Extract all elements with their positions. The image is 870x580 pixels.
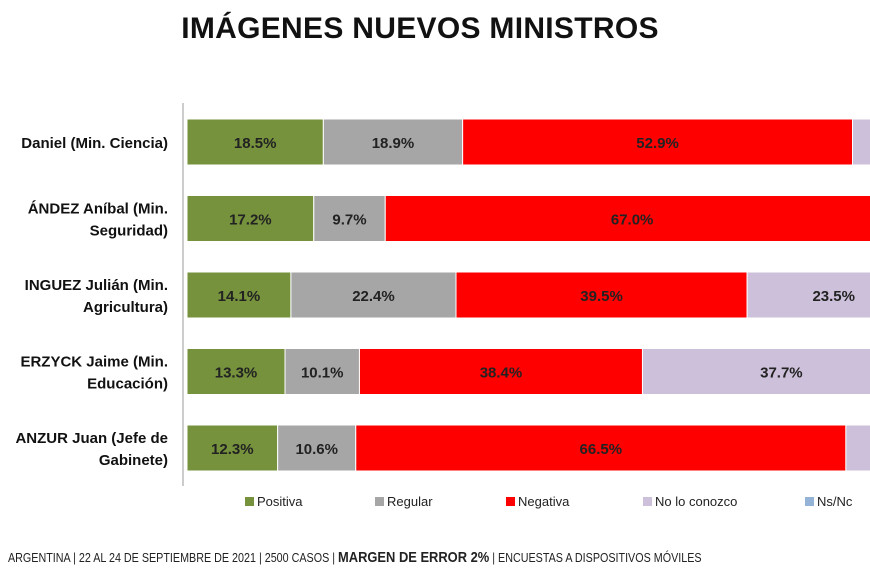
data-label: 67.0% bbox=[611, 212, 654, 229]
data-label: 18.9% bbox=[372, 135, 415, 152]
bar-segment-no-lo-conozco bbox=[746, 271, 870, 319]
legend-label: Regular bbox=[387, 494, 433, 509]
bar-segment-no-lo-conozco bbox=[852, 118, 870, 166]
bar-segment-regular bbox=[290, 271, 457, 319]
bar-segment-regular bbox=[322, 118, 464, 166]
category-label: Educación) bbox=[87, 376, 168, 393]
data-label: 37.7% bbox=[760, 365, 803, 382]
legend-label: Positiva bbox=[257, 494, 303, 509]
category-label: ANZUR Juan (Jefe de bbox=[15, 430, 168, 447]
data-label: 10.6% bbox=[295, 441, 338, 458]
category-label: INGUEZ Julián (Min. bbox=[25, 277, 168, 294]
data-label: 10.1% bbox=[301, 365, 344, 382]
bar-segment-negativa bbox=[462, 118, 854, 166]
bar-segment-regular bbox=[277, 424, 357, 472]
legend-swatch-ns-nc bbox=[805, 497, 814, 506]
data-label: 66.5% bbox=[580, 441, 623, 458]
bar-segment-negativa bbox=[455, 271, 748, 319]
legend-label: Ns/Nc bbox=[817, 494, 853, 509]
data-label: 14.1% bbox=[218, 288, 261, 305]
legend-swatch-negativa bbox=[506, 497, 515, 506]
data-label: 23.5% bbox=[812, 288, 855, 305]
data-label: 18.5% bbox=[234, 135, 277, 152]
footer-margin-of-error: MARGEN DE ERROR 2% bbox=[338, 549, 490, 566]
survey-footer: ARGENTINA | 22 AL 24 DE SEPTIEMBRE DE 20… bbox=[8, 549, 702, 566]
category-label: ÁNDEZ Aníbal (Min. bbox=[28, 201, 168, 218]
bar-segment-negativa bbox=[358, 348, 643, 395]
bar-segment-no-lo-conozco bbox=[845, 424, 870, 472]
data-label: 22.4% bbox=[352, 288, 395, 305]
legend-swatch-no-lo-conozco bbox=[643, 497, 652, 506]
data-label: 39.5% bbox=[580, 288, 623, 305]
bar-segment-negativa bbox=[384, 195, 870, 242]
data-label: 17.2% bbox=[229, 212, 272, 229]
bar-segment-regular bbox=[313, 195, 386, 242]
footer-method: | ENCUESTAS A DISPOSITIVOS MÓVILES bbox=[489, 551, 702, 565]
bar-segment-positiva bbox=[186, 118, 324, 166]
chart-title: IMÁGENES NUEVOS MINISTROS bbox=[181, 12, 659, 45]
bar-segment-positiva bbox=[186, 195, 315, 242]
footer-info: ARGENTINA | 22 AL 24 DE SEPTIEMBRE DE 20… bbox=[8, 551, 339, 565]
bar-segment-positiva bbox=[186, 348, 286, 395]
legend-swatch-positiva bbox=[245, 497, 254, 506]
bar-segment-regular bbox=[284, 348, 360, 395]
data-label: 9.7% bbox=[332, 212, 366, 229]
bar-segment-positiva bbox=[186, 424, 279, 472]
legend-label: Negativa bbox=[518, 494, 570, 509]
category-label: Seguridad) bbox=[90, 223, 168, 240]
data-label: 13.3% bbox=[215, 365, 258, 382]
bar-segment-no-lo-conozco bbox=[641, 348, 870, 395]
data-label: 52.9% bbox=[636, 135, 679, 152]
legend-swatch-regular bbox=[375, 497, 384, 506]
category-label: Daniel (Min. Ciencia) bbox=[21, 135, 168, 152]
category-label: Agricultura) bbox=[83, 299, 168, 316]
legend-label: No lo conozco bbox=[655, 494, 737, 509]
category-label: ERZYCK Jaime (Min. bbox=[20, 354, 168, 371]
bar-segment-negativa bbox=[355, 424, 847, 472]
stacked-bar-chart: Daniel (Min. Ciencia) 18.5% 18.9% 52.9% ÁNDE… bbox=[15, 103, 870, 509]
data-label: 38.4% bbox=[480, 365, 523, 382]
bar-segment-positiva bbox=[186, 271, 292, 319]
data-label: 12.3% bbox=[211, 441, 254, 458]
category-label: Gabinete) bbox=[99, 452, 168, 469]
